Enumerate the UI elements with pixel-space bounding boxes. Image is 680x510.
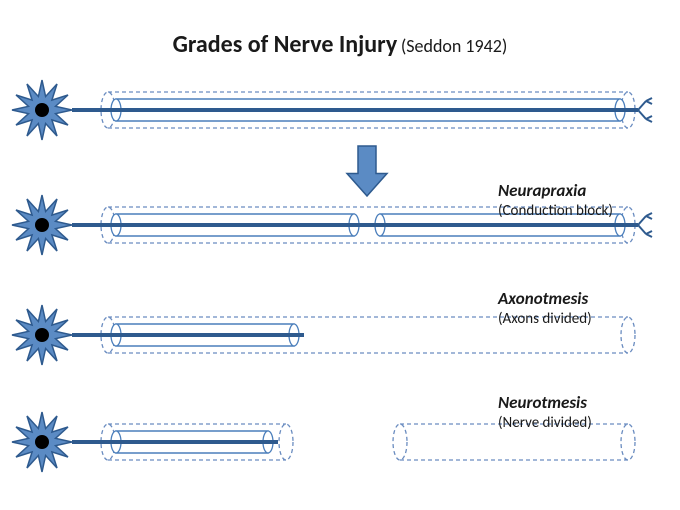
grade-term: Neurotmesis [498,392,587,413]
grade-label-0: Neurapraxia(Conduction block) [498,180,613,221]
grade-desc: (Conduction block) [498,202,613,221]
nerve-diagram [0,0,680,510]
grade-desc: (Axons divided) [498,310,592,329]
grade-term: Axonotmesis [498,288,588,309]
arrow-down-icon [347,146,387,196]
grade-label-1: Axonotmesis(Axons divided) [498,288,592,329]
grade-term: Neurapraxia [498,180,586,201]
grade-label-2: Neurotmesis(Nerve divided) [498,392,592,433]
grade-desc: (Nerve divided) [498,414,592,433]
